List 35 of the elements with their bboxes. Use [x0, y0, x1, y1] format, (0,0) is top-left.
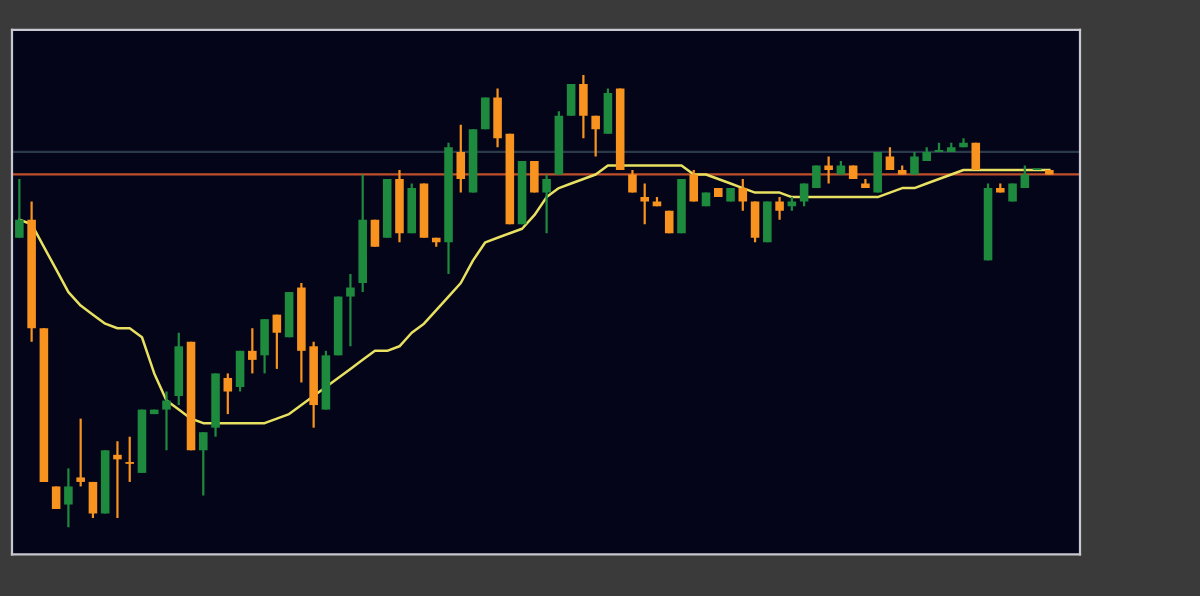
candlestick: [346, 272, 355, 348]
candlestick: [750, 200, 760, 244]
candlestick: [260, 318, 269, 375]
candlestick: [235, 349, 245, 393]
candlestick: [88, 480, 98, 520]
candlestick: [198, 431, 208, 497]
candlestick: [566, 82, 576, 117]
candlestick: [873, 150, 882, 194]
candlestick: [885, 146, 895, 172]
candlestick: [579, 73, 588, 140]
candlestick: [223, 372, 233, 416]
candlestick: [738, 177, 748, 212]
candlestick: [689, 168, 699, 203]
candlestick: [272, 313, 282, 371]
candlestick: [125, 435, 134, 484]
candlestick: [456, 123, 466, 194]
candlestick: [640, 182, 649, 226]
candlestick: [370, 218, 380, 248]
candlestick: [407, 182, 417, 235]
candlestick: [248, 327, 257, 375]
candlestick: [591, 114, 600, 158]
candlestick: [530, 159, 539, 194]
candlestick: [542, 173, 551, 235]
candlestick: [113, 440, 122, 520]
candlestick: [775, 195, 784, 221]
candlestick: [971, 141, 981, 172]
candlestick: [162, 390, 171, 452]
candlestick: [493, 87, 502, 149]
candlestick: [824, 155, 833, 185]
candlestick: [76, 417, 85, 488]
candlestick: [603, 87, 613, 135]
candlestick: [284, 290, 294, 339]
candlestick: [15, 177, 24, 239]
candlestick: [64, 467, 73, 529]
candlestick: [628, 168, 637, 194]
